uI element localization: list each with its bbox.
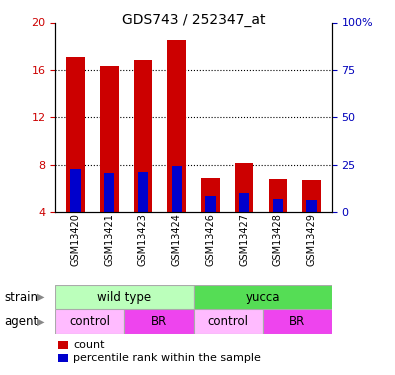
Bar bbox=[239, 193, 249, 212]
Bar bbox=[55, 285, 194, 309]
Text: control: control bbox=[70, 315, 110, 328]
Bar bbox=[134, 60, 152, 212]
Bar bbox=[235, 164, 254, 212]
Text: strain: strain bbox=[4, 291, 38, 304]
Bar bbox=[124, 309, 194, 334]
Bar bbox=[58, 341, 68, 349]
Text: agent: agent bbox=[4, 315, 38, 328]
Text: GDS743 / 252347_at: GDS743 / 252347_at bbox=[122, 13, 265, 27]
Bar bbox=[66, 57, 85, 212]
Bar bbox=[269, 179, 287, 212]
Bar bbox=[171, 166, 182, 212]
Bar bbox=[307, 200, 317, 212]
Bar bbox=[263, 309, 332, 334]
Bar bbox=[273, 199, 283, 212]
Bar bbox=[70, 169, 81, 212]
Text: control: control bbox=[208, 315, 248, 328]
Text: BR: BR bbox=[151, 315, 167, 328]
Bar bbox=[100, 66, 118, 212]
Bar bbox=[302, 180, 321, 212]
Text: count: count bbox=[73, 340, 105, 350]
Text: BR: BR bbox=[289, 315, 305, 328]
Bar bbox=[194, 285, 332, 309]
Text: percentile rank within the sample: percentile rank within the sample bbox=[73, 353, 261, 363]
Text: yucca: yucca bbox=[245, 291, 280, 304]
Bar bbox=[55, 309, 124, 334]
Text: ▶: ▶ bbox=[37, 292, 44, 302]
Bar bbox=[201, 177, 220, 212]
Text: ▶: ▶ bbox=[37, 316, 44, 327]
Bar bbox=[205, 196, 216, 212]
Bar bbox=[104, 173, 114, 212]
Bar bbox=[167, 40, 186, 212]
Bar bbox=[194, 309, 263, 334]
Bar bbox=[58, 354, 68, 362]
Bar bbox=[138, 172, 148, 212]
Text: wild type: wild type bbox=[97, 291, 152, 304]
